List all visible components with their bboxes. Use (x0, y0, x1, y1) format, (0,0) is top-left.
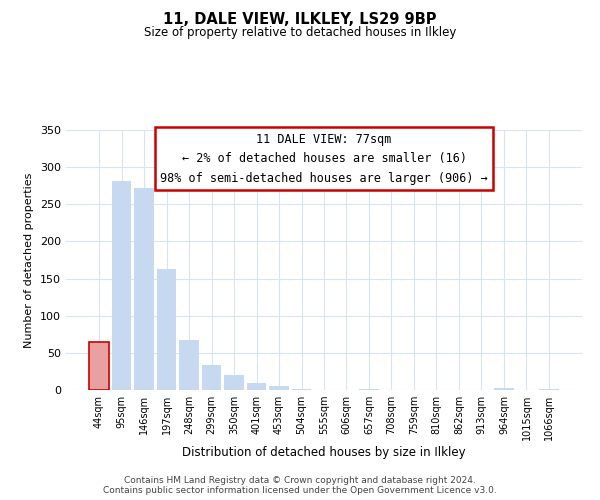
Bar (292, 388, 311, 390)
Text: 11 DALE VIEW: 77sqm
← 2% of detached houses are smaller (16)
98% of semi-detache: 11 DALE VIEW: 77sqm ← 2% of detached hou… (160, 132, 488, 184)
Bar (157, 269, 176, 390)
Bar (179, 340, 199, 390)
Text: Size of property relative to detached houses in Ilkley: Size of property relative to detached ho… (144, 26, 456, 39)
Bar (269, 386, 289, 390)
Bar (224, 375, 244, 390)
X-axis label: Distribution of detached houses by size in Ilkley: Distribution of detached houses by size … (182, 446, 466, 459)
Bar (539, 388, 559, 390)
Text: Contains HM Land Registry data © Crown copyright and database right 2024.
Contai: Contains HM Land Registry data © Crown c… (103, 476, 497, 495)
Y-axis label: Number of detached properties: Number of detached properties (25, 172, 34, 348)
Bar (134, 188, 154, 390)
Text: 11, DALE VIEW, ILKLEY, LS29 9BP: 11, DALE VIEW, ILKLEY, LS29 9BP (163, 12, 437, 28)
Bar (202, 364, 221, 390)
Bar (89, 342, 109, 390)
Bar (247, 382, 266, 390)
Bar (112, 180, 131, 390)
Bar (494, 388, 514, 390)
